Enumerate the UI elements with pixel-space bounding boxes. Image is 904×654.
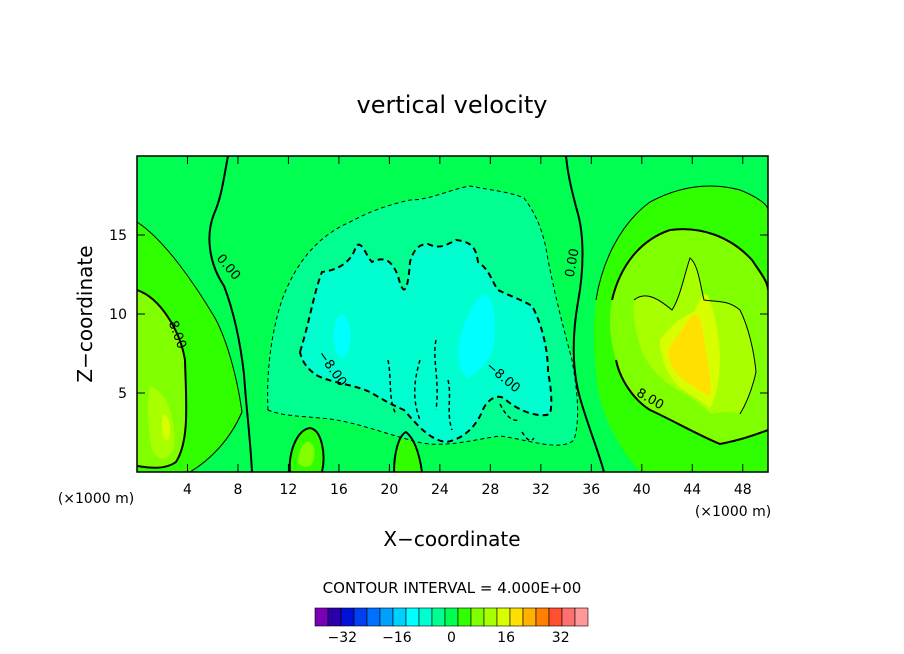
colorbar-tick-label: 16 [497, 630, 515, 646]
colorbar-swatch [418, 607, 433, 627]
colorbar-tick-label: 0 [447, 630, 456, 646]
x-tick-label: 12 [280, 482, 298, 498]
colorbar-swatch [522, 607, 537, 627]
colorbar-swatch [496, 607, 511, 627]
colorbar-swatch [470, 607, 485, 627]
x-tick-label: 48 [734, 482, 752, 498]
colorbar-swatch [314, 607, 329, 627]
chart-title: vertical velocity [357, 91, 548, 119]
x-tick-label: 32 [532, 482, 550, 498]
x-tick-label: 36 [582, 482, 600, 498]
region-bump-14-inner [298, 441, 315, 467]
colorbar-swatch [574, 607, 589, 627]
contour-center-neg4 [267, 185, 579, 446]
contour-center-dashes [387, 339, 535, 442]
colorbar-swatch [431, 607, 446, 627]
x-tick-label: 4 [183, 482, 192, 498]
contour-left-4 [137, 221, 243, 472]
x-tick-label: 24 [431, 482, 449, 498]
x-tick-label: 40 [633, 482, 651, 498]
colorbar-tick-label: −32 [328, 630, 358, 646]
x-tick-label: 28 [481, 482, 499, 498]
region-core-left [333, 315, 351, 359]
region-right-20 [668, 314, 711, 396]
contour-zero-left [208, 156, 253, 472]
colorbar-swatch [379, 607, 394, 627]
colorbar: −32 −16 0 16 32 [314, 607, 589, 646]
contour-bump-21 [393, 430, 423, 472]
colorbar-swatch [457, 607, 472, 627]
colorbar-swatch [483, 607, 498, 627]
contour-interval-text: CONTOUR INTERVAL = 4.000E+00 [323, 579, 582, 597]
contour-right-inner [633, 257, 757, 415]
region-left-16 [161, 414, 171, 441]
colorbar-swatch [366, 607, 381, 627]
x-axis-label: X−coordinate [383, 527, 520, 551]
y-tick-label: 10 [109, 307, 127, 323]
contour-right-4 [595, 185, 768, 301]
contour-left-8 [137, 289, 188, 469]
x-tick-label: 20 [380, 482, 398, 498]
region-center-neg8 [300, 240, 552, 442]
x-axis-ticks: 4 8 12 16 20 24 28 32 36 40 44 48 [183, 156, 752, 498]
colorbar-swatch [444, 607, 459, 627]
colorbar-swatch [327, 607, 342, 627]
colorbar-swatch [405, 607, 420, 627]
y-axis-ticks: 5 10 15 [109, 228, 768, 402]
y-axis-label: Z−coordinate [73, 245, 97, 382]
colorbar-tick-label: 32 [552, 630, 570, 646]
contour-zero-right [565, 156, 605, 472]
x-unit-label-right: (×1000 m) [695, 504, 771, 520]
y-tick-label: 15 [109, 228, 127, 244]
contour-label: 0.00 [563, 247, 583, 278]
colorbar-swatch [535, 607, 550, 627]
region-left-12 [147, 386, 175, 459]
region-core-right [458, 294, 495, 378]
colorbar-swatch [509, 607, 524, 627]
x-tick-label: 8 [233, 482, 242, 498]
contour-center-neg8 [298, 238, 553, 444]
region-bump-21 [394, 432, 422, 472]
y-tick-label: 5 [118, 386, 127, 402]
colorbar-swatch [392, 607, 407, 627]
contour-bump-14 [288, 426, 325, 472]
x-tick-label: 16 [330, 482, 348, 498]
colorbar-tick-label: −16 [382, 630, 412, 646]
colorbar-swatch [548, 607, 563, 627]
plot-area: 0.00 0.008.00−8.00 −8.008.00 4 8 12 16 20 24 28 3… [109, 155, 769, 498]
colorbar-swatch [353, 607, 368, 627]
colorbar-swatch [340, 607, 355, 627]
x-tick-label: 44 [683, 482, 701, 498]
contour-right-8 [611, 228, 768, 446]
colorbar-swatch [561, 607, 576, 627]
x-unit-label-left: (×1000 m) [58, 491, 134, 507]
